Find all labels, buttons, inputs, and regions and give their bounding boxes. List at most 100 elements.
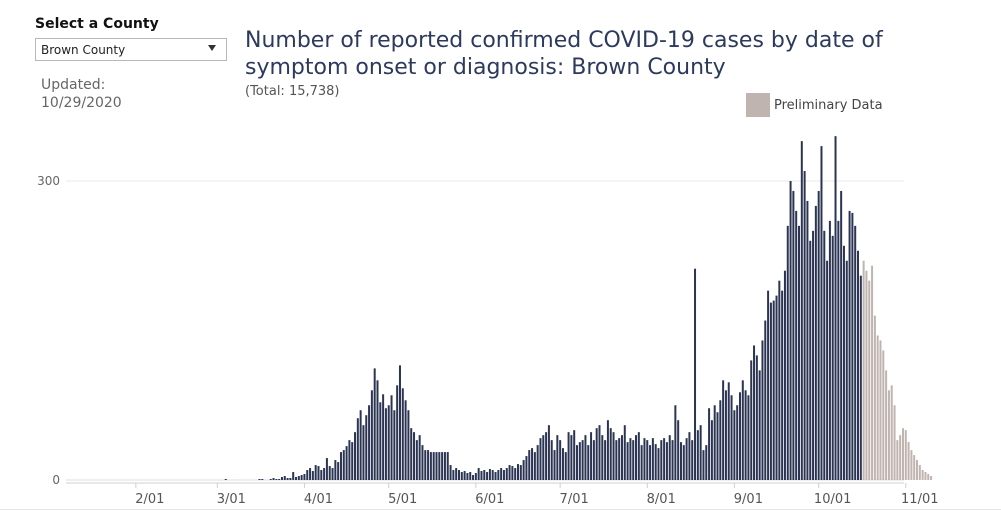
bar[interactable] — [930, 476, 933, 480]
bar[interactable] — [694, 268, 697, 480]
bar[interactable] — [539, 438, 542, 480]
bar[interactable] — [570, 435, 573, 480]
bar[interactable] — [407, 410, 410, 480]
bar[interactable] — [643, 438, 646, 480]
bar[interactable] — [789, 181, 792, 480]
bar[interactable] — [382, 394, 385, 480]
bar[interactable] — [857, 250, 860, 480]
bar[interactable] — [387, 405, 390, 480]
bar[interactable] — [398, 365, 401, 480]
bar[interactable] — [598, 425, 601, 480]
bar[interactable] — [576, 445, 579, 480]
bar[interactable] — [781, 290, 784, 480]
bar[interactable] — [421, 445, 424, 480]
bar[interactable] — [871, 265, 874, 480]
bar[interactable] — [472, 475, 475, 480]
bar[interactable] — [772, 300, 775, 480]
bar[interactable] — [916, 460, 919, 480]
bar[interactable] — [887, 390, 890, 480]
bar[interactable] — [800, 141, 803, 480]
bar[interactable] — [275, 479, 278, 480]
bar[interactable] — [359, 410, 362, 480]
bar[interactable] — [272, 478, 275, 480]
bar[interactable] — [660, 440, 663, 480]
bar[interactable] — [679, 442, 682, 480]
bar[interactable] — [761, 340, 764, 480]
bar[interactable] — [590, 432, 593, 480]
bar[interactable] — [812, 230, 815, 480]
bar[interactable] — [258, 479, 261, 480]
bar[interactable] — [890, 385, 893, 480]
bar[interactable] — [885, 370, 888, 480]
bar[interactable] — [910, 450, 913, 480]
bar[interactable] — [384, 408, 387, 480]
bar[interactable] — [803, 171, 806, 480]
bar[interactable] — [314, 465, 317, 480]
bar[interactable] — [474, 473, 477, 480]
bar[interactable] — [584, 435, 587, 480]
bar[interactable] — [413, 432, 416, 480]
bar[interactable] — [716, 412, 719, 480]
bar[interactable] — [702, 450, 705, 480]
bar[interactable] — [278, 479, 281, 480]
bar[interactable] — [674, 405, 677, 480]
bar[interactable] — [283, 476, 286, 480]
bar[interactable] — [396, 385, 399, 480]
bar[interactable] — [842, 245, 845, 480]
bar[interactable] — [696, 430, 699, 480]
bar[interactable] — [261, 479, 264, 480]
bar[interactable] — [311, 471, 314, 480]
bar[interactable] — [831, 235, 834, 480]
bar[interactable] — [354, 432, 357, 480]
bar[interactable] — [415, 440, 418, 480]
bar[interactable] — [561, 448, 564, 480]
bar[interactable] — [348, 440, 351, 480]
bar[interactable] — [840, 190, 843, 480]
bar[interactable] — [480, 471, 483, 480]
bar[interactable] — [345, 446, 348, 480]
bar[interactable] — [581, 440, 584, 480]
bar[interactable] — [699, 425, 702, 480]
bar[interactable] — [505, 468, 508, 480]
bar[interactable] — [651, 438, 654, 480]
bar[interactable] — [817, 190, 820, 480]
bar[interactable] — [457, 470, 460, 480]
bar[interactable] — [668, 435, 671, 480]
bar[interactable] — [837, 220, 840, 480]
bar[interactable] — [868, 280, 871, 480]
bar[interactable] — [306, 470, 309, 480]
bar[interactable] — [730, 395, 733, 480]
bar[interactable] — [719, 400, 722, 480]
bar[interactable] — [567, 432, 570, 480]
bar[interactable] — [365, 415, 368, 480]
bar[interactable] — [438, 452, 441, 480]
bar[interactable] — [531, 448, 534, 480]
bar[interactable] — [654, 444, 657, 480]
bar[interactable] — [896, 440, 899, 480]
bar[interactable] — [342, 450, 345, 480]
bar[interactable] — [429, 452, 432, 480]
bar[interactable] — [620, 435, 623, 480]
bar[interactable] — [775, 295, 778, 480]
bar[interactable] — [632, 440, 635, 480]
bar[interactable] — [370, 390, 373, 480]
bar[interactable] — [309, 468, 312, 480]
bar[interactable] — [798, 225, 800, 480]
bar[interactable] — [646, 440, 649, 480]
bar[interactable] — [913, 455, 916, 480]
bar[interactable] — [528, 450, 531, 480]
bar[interactable] — [924, 472, 927, 480]
bar[interactable] — [741, 380, 744, 480]
bar[interactable] — [685, 438, 688, 480]
bar[interactable] — [705, 445, 708, 480]
bar[interactable] — [814, 205, 817, 481]
bar[interactable] — [587, 445, 590, 480]
bar[interactable] — [649, 445, 652, 480]
bar[interactable] — [337, 462, 340, 480]
bar[interactable] — [618, 438, 621, 480]
bar[interactable] — [764, 320, 767, 480]
bar[interactable] — [848, 210, 851, 480]
bar[interactable] — [446, 452, 449, 480]
bar[interactable] — [806, 200, 809, 480]
bar[interactable] — [533, 452, 536, 480]
